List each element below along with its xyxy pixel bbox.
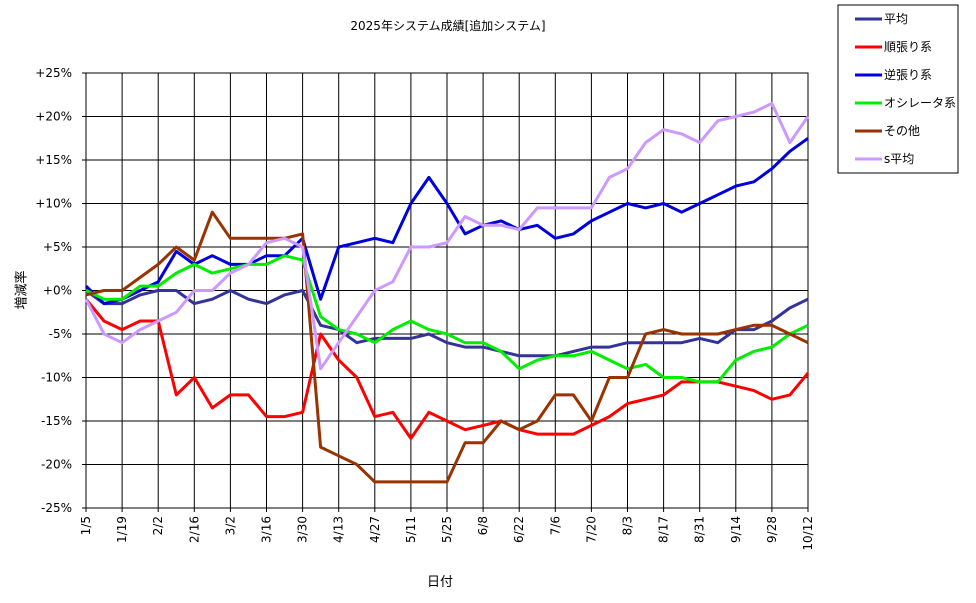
x-tick-label: 2/2 <box>151 516 165 535</box>
legend-label: オシレータ系 <box>884 96 956 110</box>
y-tick-label: -15% <box>41 414 72 428</box>
legend-label: 逆張り系 <box>884 67 932 82</box>
series-line <box>84 137 809 306</box>
y-tick-label: -5% <box>49 327 72 341</box>
x-tick-label: 8/31 <box>693 516 707 543</box>
y-tick-label: +15% <box>35 153 72 167</box>
x-tick-label: 10/12 <box>801 516 815 551</box>
series-line <box>84 298 810 440</box>
x-tick-label: 6/8 <box>476 516 490 535</box>
series-line <box>85 289 809 358</box>
legend-label: s平均 <box>884 152 914 166</box>
x-tick-label: 6/22 <box>512 516 526 543</box>
x-tick-label: 8/17 <box>657 516 671 543</box>
x-tick-label: 3/16 <box>260 516 274 543</box>
chart-title: 2025年システム成績[追加システム] <box>350 18 545 33</box>
x-tick-label: 9/28 <box>765 516 779 543</box>
x-tick-label: 7/6 <box>548 516 562 535</box>
y-tick-label: +0% <box>43 284 72 298</box>
x-tick-label: 1/19 <box>115 516 129 543</box>
x-tick-label: 5/25 <box>440 516 454 543</box>
x-tick-label: 9/14 <box>729 516 743 543</box>
series-line <box>85 254 809 384</box>
y-tick-label: -25% <box>41 501 72 515</box>
x-axis-title: 日付 <box>427 575 453 590</box>
legend-label: 平均 <box>884 12 908 26</box>
y-tick-label: +20% <box>35 110 72 124</box>
x-tick-label: 8/3 <box>621 516 635 535</box>
y-tick-label: -20% <box>41 458 72 472</box>
y-tick-label: +10% <box>35 197 72 211</box>
x-tick-label: 3/30 <box>296 516 310 543</box>
x-tick-label: 7/20 <box>584 516 598 543</box>
series-line <box>85 210 809 484</box>
y-tick-label: +5% <box>43 240 72 254</box>
x-tick-label: 3/2 <box>223 516 237 535</box>
legend-label: 順張り系 <box>884 40 932 54</box>
x-tick-label: 4/13 <box>332 516 346 543</box>
legend-box <box>837 4 959 174</box>
x-tick-label: 4/27 <box>368 516 382 543</box>
y-axis-title: 増減率 <box>14 270 30 309</box>
y-tick-label: +25% <box>35 66 72 80</box>
x-tick-label: 5/11 <box>404 516 418 543</box>
series-line <box>84 101 810 371</box>
x-tick-label: 2/16 <box>187 516 201 543</box>
x-tick-label: 1/5 <box>79 516 93 535</box>
legend-label: その他 <box>884 124 920 138</box>
y-tick-label: -10% <box>41 371 72 385</box>
